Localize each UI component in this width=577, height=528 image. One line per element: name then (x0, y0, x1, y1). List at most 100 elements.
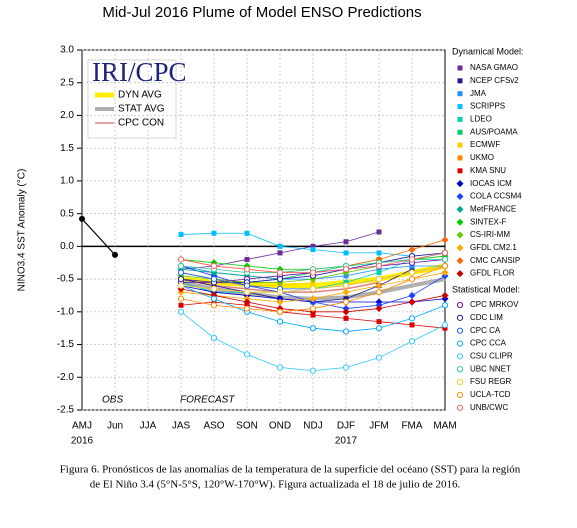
marker (376, 319, 382, 325)
marker (177, 262, 185, 270)
marker (244, 256, 250, 262)
marker (441, 236, 449, 244)
year-label: 2017 (335, 436, 358, 447)
legend-marker (456, 353, 464, 360)
legend-marker (456, 218, 464, 226)
marker (375, 305, 383, 313)
marker (375, 289, 383, 296)
y-tick-label: -2.5 (57, 405, 75, 416)
caption: Figura 6. Pronósticos de las anomalías d… (60, 464, 521, 476)
legend-label: MetFRANCE (470, 204, 516, 213)
x-tick-label: OND (269, 421, 291, 432)
average-legend-box (87, 59, 177, 139)
x-tick-label: JFM (369, 421, 388, 432)
legend-label: JMA (470, 89, 487, 98)
marker (177, 269, 185, 276)
legend-marker (457, 91, 463, 97)
legend-label: IOCAS ICM (470, 179, 512, 188)
y-tick-label: 2.5 (60, 77, 74, 88)
legend-title: Dynamical Model: (452, 46, 524, 56)
legend-marker (456, 340, 464, 347)
legend-marker (457, 142, 463, 148)
y-tick-label: -0.5 (57, 274, 75, 285)
y-axis-label: NINO3.4 SST Anomaly (°C) (17, 169, 28, 292)
marker (210, 262, 218, 270)
marker (375, 325, 383, 332)
marker (276, 318, 284, 325)
marker (244, 230, 250, 236)
caption: de El Niño 3.4 (5°N-5°S, 120°W-170°W). F… (90, 479, 461, 491)
legend-marker (457, 104, 463, 110)
marker (342, 364, 350, 371)
marker (375, 275, 383, 283)
marker (211, 283, 217, 289)
marker (409, 322, 415, 328)
x-tick-label: ASO (203, 421, 224, 432)
marker (408, 338, 416, 345)
marker (441, 321, 449, 329)
x-tick-label: NDJ (303, 421, 322, 432)
legend-label: KMA SNU (470, 166, 506, 175)
marker (243, 298, 251, 306)
legend-marker (456, 205, 464, 213)
marker (309, 295, 317, 303)
marker (409, 266, 415, 272)
marker (376, 250, 382, 256)
legend-label: UBC NNET (470, 364, 511, 373)
series-line (180, 232, 413, 257)
marker (177, 282, 185, 289)
year-label: 2016 (71, 436, 94, 447)
marker (310, 243, 316, 249)
legend-label: DYN AVG (118, 90, 162, 101)
legend-title: Statistical Model: (452, 284, 520, 294)
legend-marker (456, 270, 464, 278)
marker (210, 275, 218, 283)
legend-label: UKMO (470, 153, 494, 162)
x-tick-label: FMA (401, 421, 422, 432)
legend-label: UCLA-TCD (470, 390, 511, 399)
marker (177, 308, 185, 315)
marker (408, 315, 416, 322)
marker (276, 364, 284, 371)
y-tick-label: 0.5 (60, 208, 74, 219)
y-tick-label: 2.0 (60, 110, 74, 121)
legend-marker (457, 65, 463, 71)
legend-marker (456, 257, 464, 265)
legend-label: FSU REGR (470, 377, 512, 386)
legend-label: CDC LIM (470, 313, 503, 322)
logo: IRI/CPC (92, 57, 187, 87)
marker (243, 351, 251, 358)
marker (376, 229, 382, 235)
legend-marker (456, 391, 464, 399)
marker (441, 256, 449, 263)
marker (442, 325, 448, 331)
legend-marker (456, 404, 464, 411)
legend-label: CPC CCA (470, 339, 507, 348)
marker (408, 298, 416, 306)
marker (375, 262, 383, 270)
legend-label: NASA GMAO (470, 63, 518, 72)
marker (342, 266, 350, 273)
marker (342, 282, 350, 289)
legend-marker (457, 155, 463, 161)
legend-marker (457, 168, 463, 174)
legend-marker (456, 301, 464, 309)
legend-label: STAT AVG (118, 104, 165, 115)
y-tick-label: 3.0 (60, 45, 74, 56)
marker (342, 298, 350, 306)
marker (376, 270, 382, 276)
marker (343, 315, 349, 321)
marker (343, 250, 349, 256)
marker (211, 299, 217, 305)
marker (178, 232, 184, 238)
legend-label: GFDL FLOR (470, 269, 515, 278)
marker (310, 247, 316, 253)
marker (309, 325, 317, 332)
marker (276, 289, 284, 296)
marker (276, 308, 284, 315)
marker (243, 289, 251, 296)
marker (441, 302, 449, 309)
marker (276, 275, 284, 283)
x-tick-label: MAM (433, 421, 456, 432)
